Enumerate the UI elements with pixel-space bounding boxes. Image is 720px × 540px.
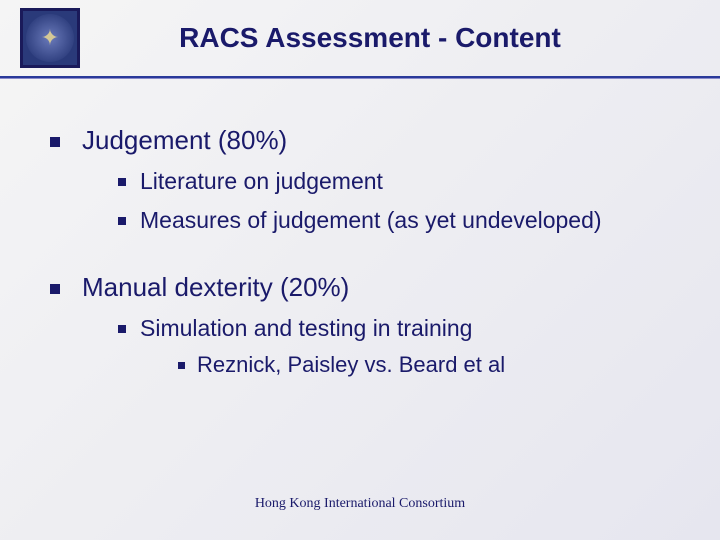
slide-footer: Hong Kong International Consortium bbox=[0, 496, 720, 512]
list-item: Simulation and testing in training bbox=[118, 315, 680, 342]
logo-figure-icon: ✦ bbox=[41, 25, 59, 51]
bullet-icon bbox=[118, 325, 126, 333]
slide-title: RACS Assessment - Content bbox=[80, 22, 720, 54]
bullet-icon bbox=[118, 217, 126, 225]
slide-content: Judgement (80%) Literature on judgement … bbox=[0, 79, 720, 378]
spacer bbox=[50, 240, 680, 272]
list-item: Manual dexterity (20%) bbox=[50, 272, 680, 303]
list-item-label: Literature on judgement bbox=[140, 168, 383, 195]
list-item: Judgement (80%) bbox=[50, 125, 680, 156]
bullet-icon bbox=[178, 362, 185, 369]
bullet-icon bbox=[118, 178, 126, 186]
list-item: Measures of judgement (as yet undevelope… bbox=[118, 207, 680, 234]
logo: ✦ bbox=[20, 8, 80, 68]
list-item-label: Simulation and testing in training bbox=[140, 315, 472, 342]
logo-circle: ✦ bbox=[26, 14, 74, 62]
list-item: Literature on judgement bbox=[118, 168, 680, 195]
slide-header: ✦ RACS Assessment - Content bbox=[0, 0, 720, 68]
list-item-label: Reznick, Paisley vs. Beard et al bbox=[197, 352, 505, 378]
list-item: Reznick, Paisley vs. Beard et al bbox=[178, 352, 680, 378]
bullet-icon bbox=[50, 137, 60, 147]
list-item-label: Judgement (80%) bbox=[82, 125, 287, 156]
bullet-icon bbox=[50, 284, 60, 294]
list-item-label: Manual dexterity (20%) bbox=[82, 272, 349, 303]
list-item-label: Measures of judgement (as yet undevelope… bbox=[140, 207, 602, 234]
